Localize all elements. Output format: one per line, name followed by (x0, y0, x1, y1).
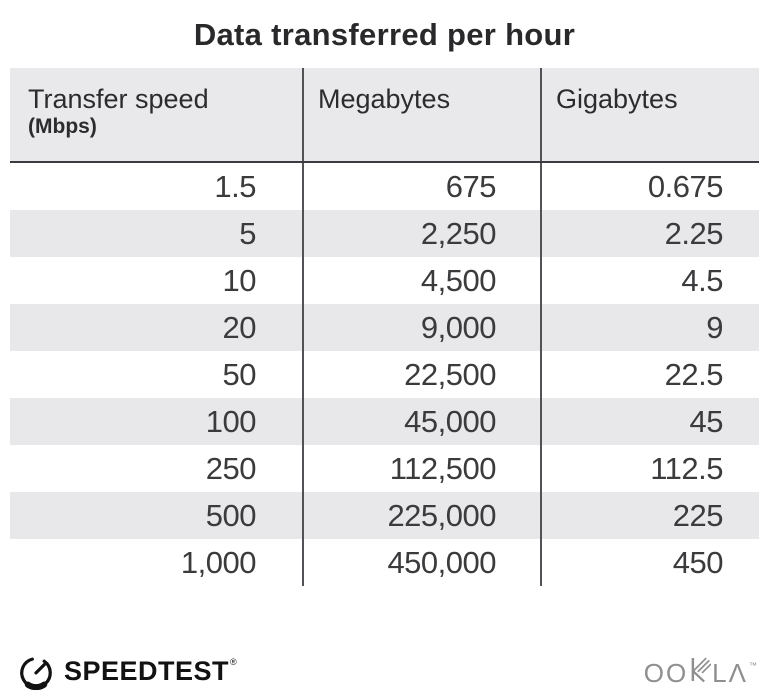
ookla-wordmark-right: LΛ (712, 657, 748, 688)
cell-gigabytes: 450 (540, 539, 759, 586)
ookla-wordmark-left: OO (643, 657, 689, 688)
cell-megabytes: 675 (302, 163, 540, 210)
header-transfer-speed-unit: (Mbps) (28, 115, 97, 138)
table-header-row: Transfer speed (Mbps) Megabytes Gigabyte… (10, 68, 759, 163)
cell-speed: 500 (205, 498, 257, 533)
header-gigabytes: Gigabytes (540, 68, 759, 161)
cell-speed: 1.5 (214, 169, 256, 204)
cell-speed: 20 (222, 310, 257, 345)
cell-gigabytes: 112.5 (540, 445, 759, 492)
registered-mark: ® (230, 657, 237, 667)
table-row: 50 22,500 22.5 (10, 351, 759, 398)
table-row: 20 9,000 9 (10, 304, 759, 351)
cell-gigabytes: 225 (540, 492, 759, 539)
table-row: 100 45,000 45 (10, 398, 759, 445)
cell-megabytes: 22,500 (302, 351, 540, 398)
ookla-k-glyph (691, 656, 712, 682)
cell-megabytes: 4,500 (302, 257, 540, 304)
cell-speed: 5 (239, 216, 256, 251)
trademark-mark: ™ (749, 660, 757, 670)
speedtest-logo: SPEEDTEST ® (17, 652, 237, 690)
cell-speed: 1,000 (180, 545, 257, 580)
table-row: 250 112,500 112.5 (10, 445, 759, 492)
ookla-logo: OO LΛ ™ (643, 656, 757, 688)
cell-gigabytes: 4.5 (540, 257, 759, 304)
cell-megabytes: 2,250 (302, 210, 540, 257)
page-title: Data transferred per hour (193, 17, 576, 52)
table-body: 1.5 675 0.675 5 2,250 2.25 10 4,500 4.5 … (10, 163, 759, 586)
table-row: 500 225,000 225 (10, 492, 759, 539)
speedtest-gauge-icon (20, 657, 52, 690)
table-row: 5 2,250 2.25 (10, 210, 759, 257)
cell-megabytes: 225,000 (302, 492, 540, 539)
cell-megabytes: 9,000 (302, 304, 540, 351)
header-megabytes: Megabytes (302, 68, 540, 161)
cell-gigabytes: 0.675 (540, 163, 759, 210)
data-table: Transfer speed (Mbps) Megabytes Gigabyte… (10, 68, 759, 586)
cell-gigabytes: 22.5 (540, 351, 759, 398)
cell-gigabytes: 2.25 (540, 210, 759, 257)
cell-gigabytes: 9 (540, 304, 759, 351)
table-row: 10 4,500 4.5 (10, 257, 759, 304)
cell-speed: 250 (205, 451, 257, 486)
cell-megabytes: 45,000 (302, 398, 540, 445)
table-row: 1.5 675 0.675 (10, 163, 759, 210)
cell-speed: 50 (222, 357, 257, 392)
speedtest-wordmark: SPEEDTEST (64, 655, 230, 686)
cell-megabytes: 112,500 (302, 445, 540, 492)
cell-megabytes: 450,000 (302, 539, 540, 586)
header-transfer-speed: Transfer speed (Mbps) (10, 68, 302, 161)
footer: SPEEDTEST ® OO LΛ ™ (17, 652, 757, 690)
table-row: 1,000 450,000 450 (10, 539, 759, 586)
header-transfer-speed-label: Transfer speed (28, 84, 209, 114)
cell-gigabytes: 45 (540, 398, 759, 445)
cell-speed: 10 (222, 263, 257, 298)
cell-speed: 100 (205, 404, 257, 439)
